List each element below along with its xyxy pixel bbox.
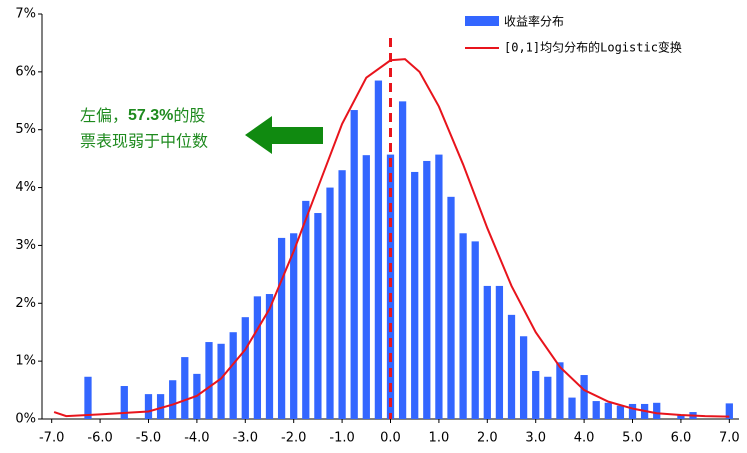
bar (411, 171, 419, 419)
bar (725, 403, 733, 419)
bar (398, 101, 407, 419)
legend-swatch (465, 16, 499, 26)
x-tick-label: 1.0 (429, 431, 450, 446)
x-tick-label: -1.0 (329, 431, 354, 446)
bar (628, 403, 637, 419)
bar (447, 196, 455, 419)
bar (568, 397, 576, 419)
x-tick-label: -6.0 (87, 431, 112, 446)
bar (253, 296, 262, 419)
bar (519, 336, 528, 419)
bar (156, 394, 165, 419)
bar (265, 294, 274, 419)
bar (653, 402, 661, 419)
bar (483, 285, 491, 419)
x-tick-label: -2.0 (281, 431, 306, 446)
x-tick-label: 7.0 (719, 431, 740, 446)
y-tick-label: 2% (15, 296, 36, 311)
bar (580, 375, 588, 419)
bar (507, 314, 516, 419)
bar (314, 213, 322, 419)
legend-label: 收益率分布 (504, 14, 564, 29)
bar (302, 200, 310, 419)
x-tick-label: 2.0 (477, 431, 498, 446)
bar (290, 233, 298, 419)
bar (362, 155, 370, 419)
bar (495, 285, 504, 419)
bar (616, 405, 625, 419)
x-tick-label: -5.0 (136, 431, 161, 446)
bar (144, 394, 153, 419)
bar (556, 362, 564, 419)
bar (677, 414, 685, 419)
bar (471, 241, 479, 419)
annotation: 票表现弱于中位数 (80, 132, 208, 151)
annotation-part: 左偏， (80, 106, 128, 125)
x-tick-label: 5.0 (622, 431, 643, 446)
bar (217, 343, 225, 419)
bar (181, 357, 189, 419)
x-tick-label: -4.0 (184, 431, 209, 446)
x-tick-label: 0.0 (380, 431, 401, 446)
bar (241, 317, 249, 419)
y-tick-label: 7% (15, 7, 36, 22)
x-tick-label: -3.0 (233, 431, 258, 446)
bar (326, 187, 334, 419)
y-tick-label: 5% (15, 122, 36, 137)
x-tick-label: 6.0 (671, 431, 692, 446)
bar (205, 342, 213, 419)
x-tick-label: 3.0 (525, 431, 546, 446)
bar (532, 370, 540, 419)
legend: 收益率分布 [0,1]均匀分布的Logistic变换 (465, 14, 682, 55)
bar (604, 402, 612, 419)
bar (544, 376, 552, 419)
arrow (245, 116, 323, 154)
bar (423, 160, 431, 419)
y-tick-label: 4% (15, 180, 36, 195)
bar (84, 376, 92, 419)
bar (277, 237, 286, 419)
x-tick-label: -7.0 (39, 431, 64, 446)
bar (120, 386, 128, 419)
bar (592, 401, 600, 419)
bar (435, 154, 443, 420)
bar (229, 332, 237, 419)
line (53, 58, 730, 418)
bar (350, 110, 358, 420)
y-tick-label: 3% (15, 238, 36, 253)
annotation-part: 的股 (173, 106, 205, 125)
x-tick-label: 4.0 (574, 431, 595, 446)
annotation: 左偏，57.3%的股 (80, 106, 205, 125)
y-tick-label: 1% (15, 354, 36, 369)
bar (338, 170, 346, 419)
bar (374, 80, 383, 420)
bar (169, 380, 177, 419)
annotation-part: 57.3% (128, 107, 173, 124)
y-tick-label: 6% (15, 64, 36, 79)
y-tick-label: 0% (15, 412, 36, 427)
bar (459, 233, 467, 419)
legend-label: [0,1]均匀分布的Logistic变换 (504, 40, 682, 55)
